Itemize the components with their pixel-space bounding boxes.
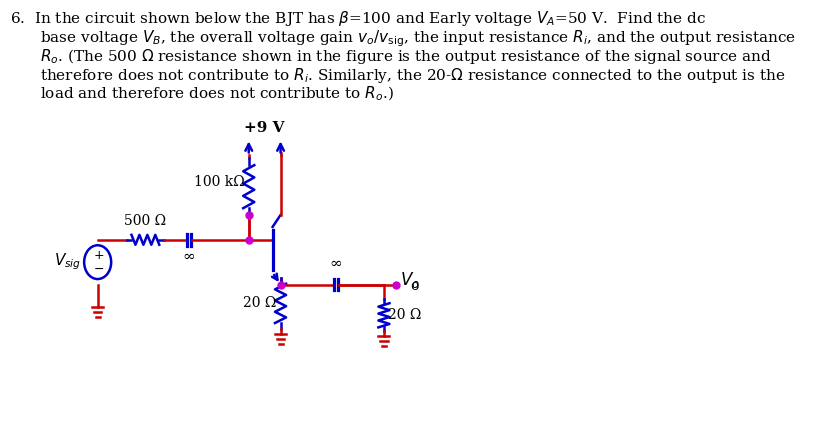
Text: $V_{sig}$: $V_{sig}$ xyxy=(55,252,81,272)
Text: −: − xyxy=(94,263,103,276)
Text: $R_o$. (The 500 $\Omega$ resistance shown in the figure is the output resistance: $R_o$. (The 500 $\Omega$ resistance show… xyxy=(41,47,772,66)
Text: +: + xyxy=(93,249,103,262)
Text: load and therefore does not contribute to $R_o$.): load and therefore does not contribute t… xyxy=(41,85,394,103)
Text: base voltage $V_B$, the overall voltage gain $v_o/v_{\rm sig}$, the input resist: base voltage $V_B$, the overall voltage … xyxy=(41,28,796,49)
Text: 100 kΩ: 100 kΩ xyxy=(194,175,245,189)
Text: ∞: ∞ xyxy=(330,257,343,271)
Text: therefore does not contribute to $R_i$. Similarly, the 20-$\Omega$ resistance co: therefore does not contribute to $R_i$. … xyxy=(41,66,786,85)
Text: ∞: ∞ xyxy=(182,250,195,264)
Text: $V_o$: $V_o$ xyxy=(400,269,420,290)
Text: 20 Ω: 20 Ω xyxy=(243,296,277,310)
Text: o: o xyxy=(410,280,418,293)
Text: 20 Ω: 20 Ω xyxy=(388,308,422,322)
Text: 6.  In the circuit shown below the BJT has $\beta$=100 and Early voltage $V_A$=5: 6. In the circuit shown below the BJT ha… xyxy=(10,9,706,28)
Text: +9 V: +9 V xyxy=(244,120,285,134)
Text: 500 Ω: 500 Ω xyxy=(125,214,166,228)
